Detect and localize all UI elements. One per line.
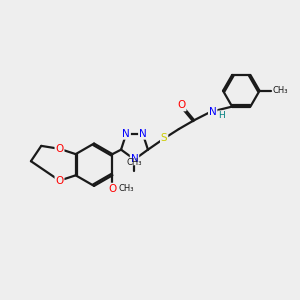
Text: N: N [130,154,138,164]
Text: H: H [218,111,225,120]
Text: CH₃: CH₃ [127,158,142,167]
Text: N: N [139,129,147,139]
Text: CH₃: CH₃ [272,86,288,95]
Text: CH₃: CH₃ [119,184,134,193]
Text: N: N [209,107,217,117]
Text: O: O [177,100,186,110]
Text: O: O [56,176,64,186]
Text: N: N [122,129,130,139]
Text: O: O [56,144,64,154]
Text: O: O [108,184,116,194]
Text: S: S [161,134,167,143]
